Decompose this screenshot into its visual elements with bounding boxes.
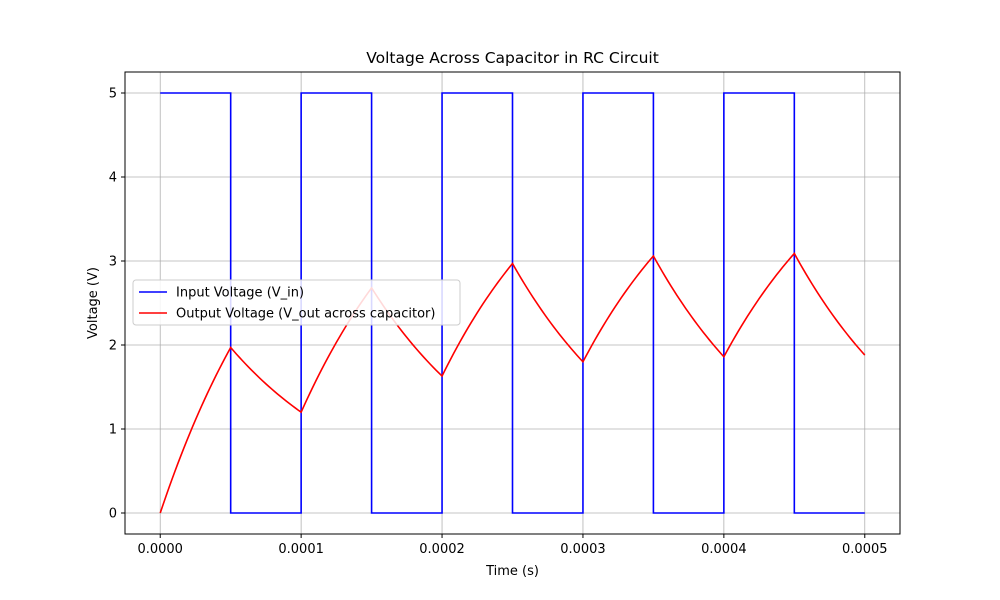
x-tick-label: 0.0001: [278, 542, 324, 557]
y-tick-label: 4: [109, 171, 117, 186]
y-axis-label: Voltage (V): [86, 267, 101, 339]
legend-label: Output Voltage (V_out across capacitor): [176, 307, 435, 322]
plot-frame: [124, 71, 901, 535]
series-output-voltage-line: [159, 252, 866, 514]
ticks: 0.0000 0.0001 0.0002 0.0003 0.0004 0.0005 0 1 2 3…: [109, 87, 888, 558]
x-tick-label: 0.0002: [419, 542, 465, 557]
y-tick-label: 1: [109, 423, 117, 438]
legend-box: [132, 279, 461, 326]
chart-title: Voltage Across Capacitor in RC Circuit: [366, 49, 659, 67]
legend: Input Voltage (V_in) Output Voltage (V_ou…: [132, 279, 461, 326]
series-input-voltage-line: [160, 92, 865, 514]
legend-label: Input Voltage (V_in): [176, 286, 304, 301]
x-tick-label: 0.0000: [137, 542, 183, 557]
x-tick-label: 0.0004: [701, 542, 747, 557]
series-layer: [159, 92, 866, 514]
y-tick-label: 5: [109, 87, 117, 102]
x-tick-label: 0.0005: [842, 542, 888, 557]
x-tick-label: 0.0003: [560, 542, 606, 557]
y-tick-label: 2: [109, 339, 117, 354]
y-tick-label: 3: [109, 255, 117, 270]
x-axis-label: Time (s): [485, 564, 539, 579]
y-tick-label: 0: [109, 507, 117, 522]
